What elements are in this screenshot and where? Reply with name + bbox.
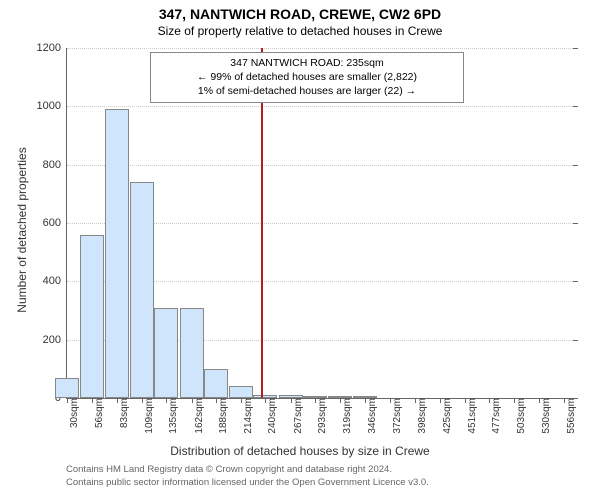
ytick-mark (573, 340, 578, 341)
ytick-label: 800 (43, 159, 67, 171)
ytick-mark (573, 48, 578, 49)
x-axis-label: Distribution of detached houses by size … (0, 444, 600, 458)
grid-line (67, 106, 577, 107)
xtick-label: 372sqm (390, 398, 403, 434)
ytick-label: 200 (43, 334, 67, 346)
xtick-label: 56sqm (92, 398, 105, 428)
xtick-label: 135sqm (166, 398, 179, 434)
xtick-label: 503sqm (514, 398, 527, 434)
xtick-label: 477sqm (489, 398, 502, 434)
ytick-label: 1000 (37, 100, 67, 112)
xtick-label: 188sqm (216, 398, 229, 434)
histogram-bar (105, 109, 129, 398)
histogram-bar (204, 369, 228, 398)
histogram-bar (80, 235, 104, 398)
xtick-label: 30sqm (67, 398, 80, 428)
grid-line (67, 48, 577, 49)
page-subtitle: Size of property relative to detached ho… (0, 24, 600, 38)
xtick-label: 451sqm (465, 398, 478, 434)
ytick-label: 600 (43, 217, 67, 229)
annotation-line: 1% of semi-detached houses are larger (2… (157, 84, 457, 98)
annotation-box: 347 NANTWICH ROAD: 235sqm← 99% of detach… (150, 52, 464, 103)
ytick-mark (573, 165, 578, 166)
grid-line (67, 165, 577, 166)
ytick-mark (573, 106, 578, 107)
y-axis-label: Number of detached properties (15, 55, 29, 405)
ytick-label: 1200 (37, 42, 67, 54)
xtick-label: 425sqm (440, 398, 453, 434)
xtick-label: 530sqm (539, 398, 552, 434)
footnote-line-1: Contains HM Land Registry data © Crown c… (66, 464, 392, 475)
histogram-bar (154, 308, 178, 398)
histogram-bar (55, 378, 79, 398)
ytick-label: 400 (43, 275, 67, 287)
xtick-label: 162sqm (192, 398, 205, 434)
ytick-mark (573, 223, 578, 224)
annotation-line: 347 NANTWICH ROAD: 235sqm (157, 56, 457, 70)
xtick-label: 240sqm (265, 398, 278, 434)
page-title: 347, NANTWICH ROAD, CREWE, CW2 6PD (0, 6, 600, 22)
xtick-label: 319sqm (340, 398, 353, 434)
xtick-label: 346sqm (365, 398, 378, 434)
xtick-label: 556sqm (564, 398, 577, 434)
xtick-label: 83sqm (117, 398, 130, 428)
xtick-label: 214sqm (241, 398, 254, 434)
footnote-line-2: Contains public sector information licen… (66, 477, 429, 488)
histogram-bar (180, 308, 204, 398)
ytick-mark (573, 281, 578, 282)
xtick-label: 109sqm (142, 398, 155, 434)
xtick-label: 293sqm (315, 398, 328, 434)
histogram-bar (130, 182, 154, 398)
xtick-label: 398sqm (415, 398, 428, 434)
histogram-bar (229, 386, 253, 398)
annotation-line: ← 99% of detached houses are smaller (2,… (157, 70, 457, 84)
xtick-label: 267sqm (291, 398, 304, 434)
